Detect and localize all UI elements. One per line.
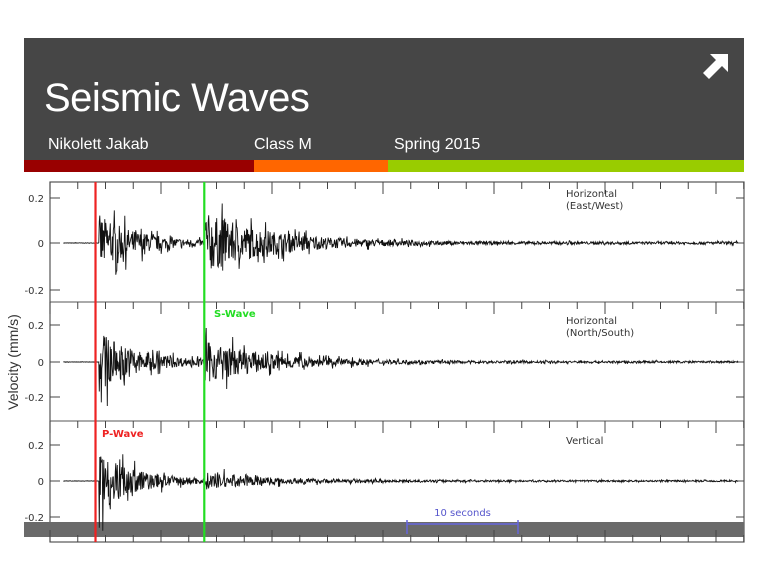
class-name: Class M bbox=[254, 136, 312, 153]
series-label: Horizontal bbox=[566, 316, 617, 327]
series-label: Horizontal bbox=[566, 189, 617, 200]
y-tick-label: 0.2 bbox=[28, 194, 44, 205]
scale-bar-label: 10 seconds bbox=[434, 508, 491, 519]
accent-bar-red bbox=[24, 160, 254, 172]
series-label: (North/South) bbox=[566, 328, 634, 339]
waveform-trace bbox=[63, 454, 739, 531]
y-tick-label: 0 bbox=[38, 358, 44, 369]
scale-bar bbox=[406, 520, 519, 534]
arrow-up-right-icon bbox=[703, 54, 728, 79]
seismogram-chart: 0.20-0.2Horizontal(East/West)0.20-0.2Hor… bbox=[5, 181, 745, 543]
y-tick-label: 0.2 bbox=[28, 321, 44, 332]
y-tick-label: 0.2 bbox=[28, 441, 44, 452]
series-label: (East/West) bbox=[566, 201, 623, 212]
time-band bbox=[24, 522, 744, 537]
slide-title: Seismic Waves bbox=[44, 76, 310, 120]
y-axis-label: Velocity (mm/s) bbox=[5, 314, 21, 410]
accent-bar-green bbox=[388, 160, 744, 172]
waveform-trace bbox=[63, 327, 739, 407]
y-tick-label: -0.2 bbox=[24, 393, 44, 404]
marker-label: S-Wave bbox=[214, 309, 256, 320]
author-name: Nikolett Jakab bbox=[48, 136, 149, 153]
y-tick-label: 0 bbox=[38, 477, 44, 488]
y-tick-label: 0 bbox=[38, 239, 44, 250]
marker-label: P-Wave bbox=[102, 429, 144, 440]
y-tick-label: -0.2 bbox=[24, 286, 44, 297]
accent-bar-orange bbox=[254, 160, 388, 172]
series-label: Vertical bbox=[566, 436, 603, 447]
waveform-trace bbox=[63, 203, 739, 275]
slide-header: Seismic Waves Nikolett Jakab Class M Spr… bbox=[24, 38, 744, 160]
term: Spring 2015 bbox=[394, 136, 481, 153]
y-tick-label: -0.2 bbox=[24, 513, 44, 524]
